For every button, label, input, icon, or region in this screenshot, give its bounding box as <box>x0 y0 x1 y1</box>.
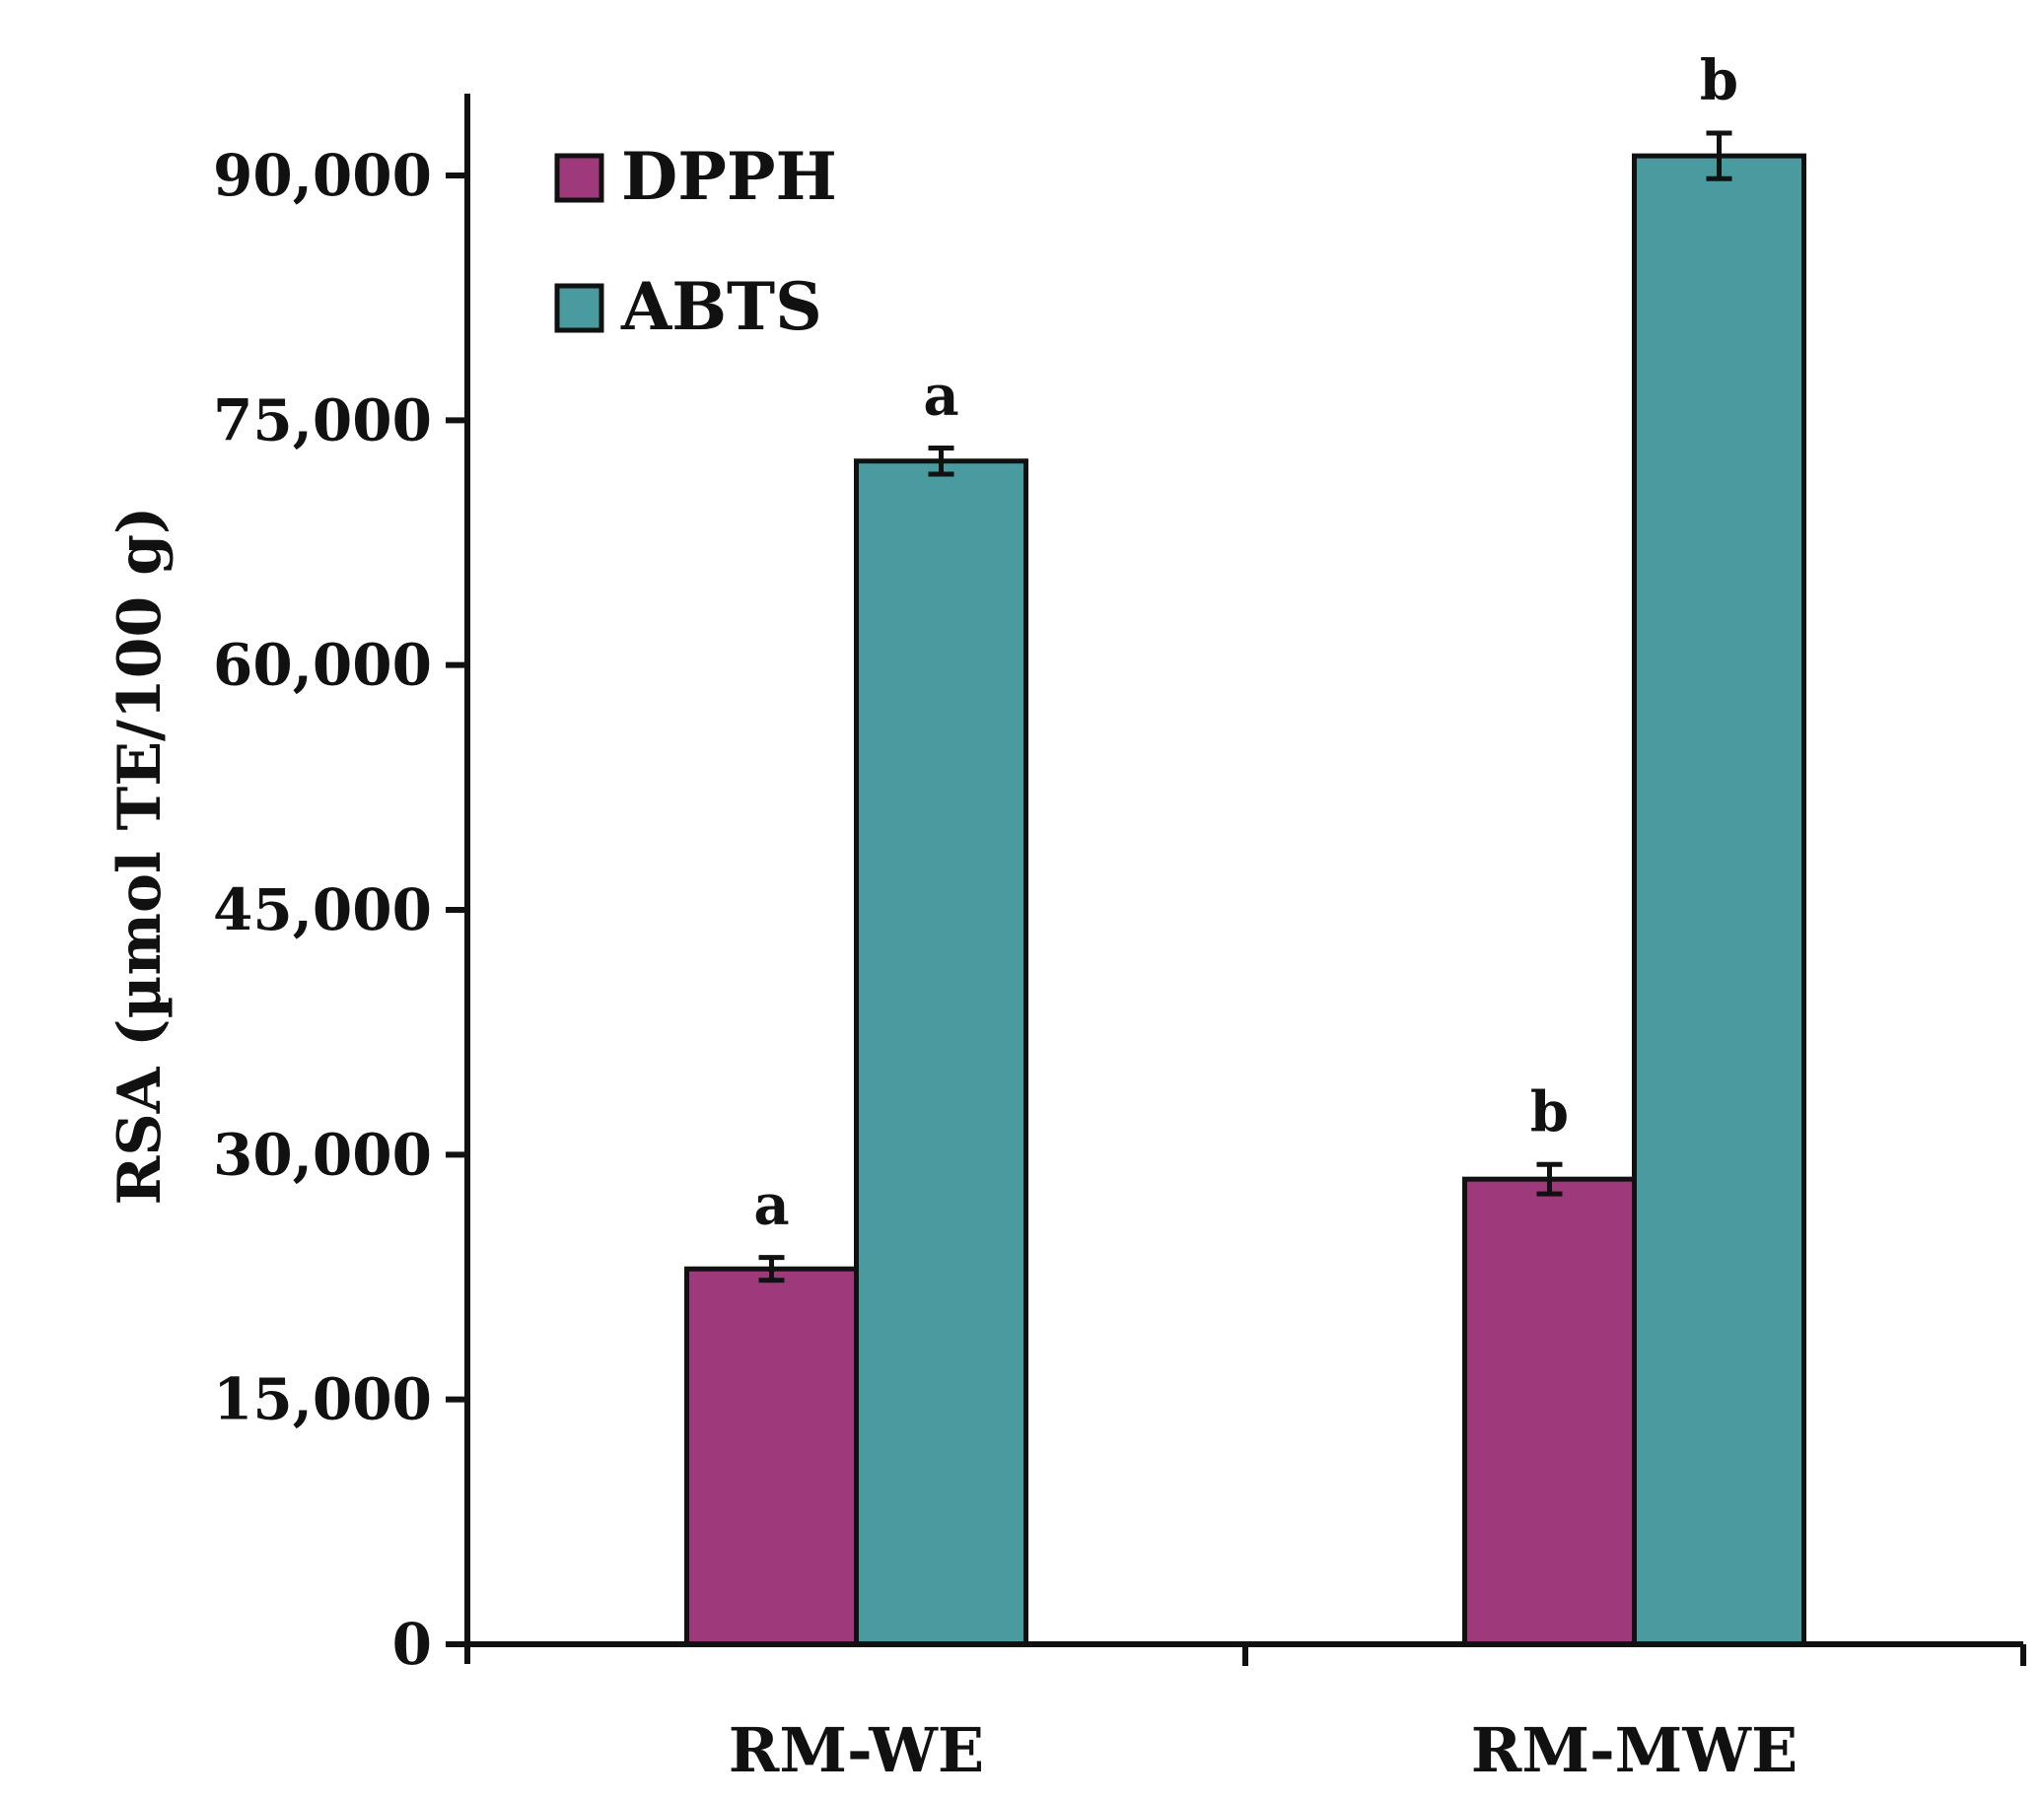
y-tick-label: 75,000 <box>213 386 432 453</box>
error-bars <box>758 130 1732 1283</box>
y-tick-label: 0 <box>392 1611 432 1678</box>
bar-abts-rm-mwe <box>1632 153 1806 1647</box>
legend-label-dpph: DPPH <box>621 138 837 215</box>
bar-abts-rm-we <box>854 458 1028 1647</box>
y-tick-label: 45,000 <box>213 876 432 943</box>
legend-label-abts: ABTS <box>620 268 822 345</box>
bar-dpph-rm-mwe <box>1462 1176 1637 1647</box>
y-axis-title-group: RSA (µmol TE/100 g) <box>106 507 175 1206</box>
x-category-label: RM-MWE <box>1471 1714 1797 1786</box>
y-axis-ticks: 0 15,000 30,000 45,000 60,000 75,000 90,000 <box>213 142 467 1678</box>
significance-letter: b <box>1700 48 1738 113</box>
x-axis-ticks: RM-WE RM-MWE <box>729 1644 2026 1786</box>
legend-swatch-dpph <box>554 153 604 203</box>
significance-letter: b <box>1530 1079 1569 1144</box>
x-category-label: RM-WE <box>729 1714 984 1786</box>
y-tick-label: 30,000 <box>213 1121 432 1188</box>
bar-dpph-rm-we <box>684 1266 859 1647</box>
significance-letter: a <box>923 363 958 428</box>
bars <box>684 153 1806 1647</box>
significance-letters: a a b b <box>753 48 1738 1238</box>
legend: DPPH ABTS <box>554 138 837 345</box>
legend-swatch-abts <box>554 283 604 333</box>
significance-letter: a <box>753 1173 789 1238</box>
y-tick-label: 90,000 <box>213 142 432 209</box>
y-axis-title: RSA (µmol TE/100 g) <box>106 507 175 1206</box>
axes <box>446 94 2023 1664</box>
y-tick-label: 15,000 <box>213 1366 432 1433</box>
y-tick-label: 60,000 <box>213 632 432 699</box>
